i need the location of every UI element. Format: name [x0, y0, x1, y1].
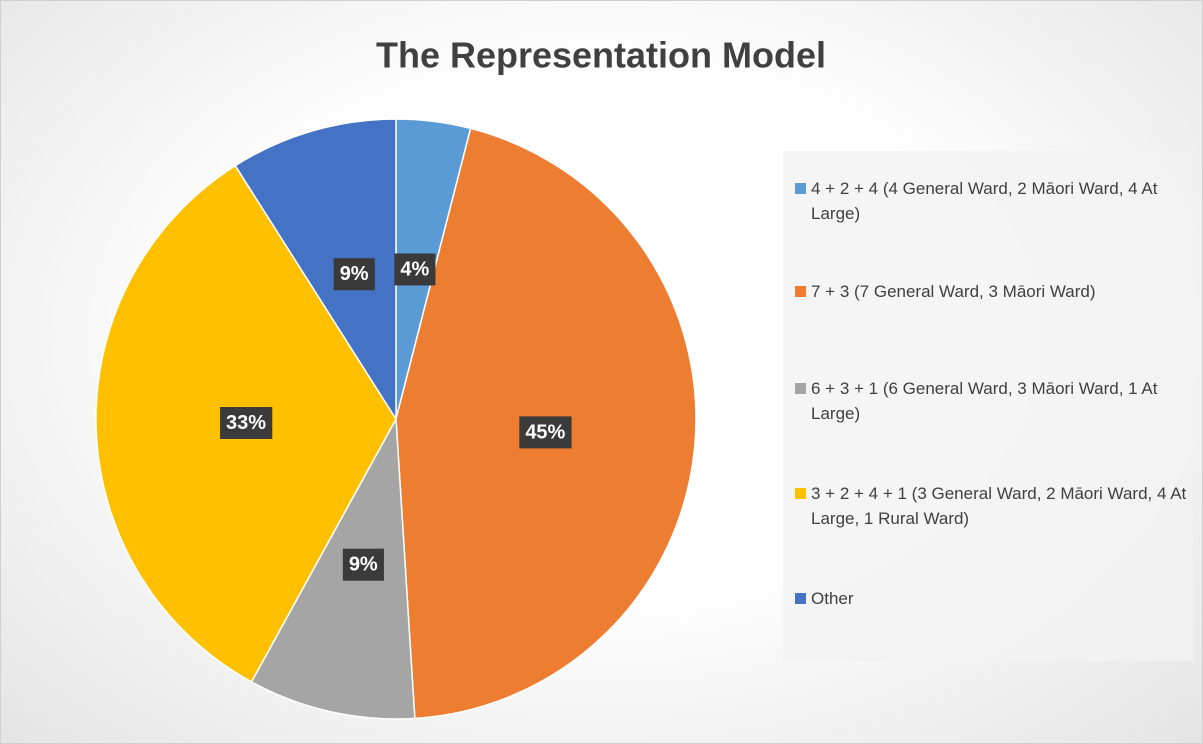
- legend-item: 6 + 3 + 1 (6 General Ward, 3 Māori Ward,…: [795, 376, 1196, 426]
- data-label-box: [220, 406, 273, 439]
- legend-item: 4 + 2 + 4 (4 General Ward, 2 Māori Ward,…: [795, 176, 1196, 226]
- legend-label: 4 + 2 + 4 (4 General Ward, 2 Māori Ward,…: [811, 179, 1158, 223]
- legend-label: 6 + 3 + 1 (6 General Ward, 3 Māori Ward,…: [811, 379, 1158, 423]
- data-label: 33%: [226, 412, 266, 434]
- data-label-box: [519, 416, 572, 449]
- chart-title: The Representation Model: [376, 35, 826, 76]
- legend-item: Other: [795, 586, 1196, 611]
- data-label-box: [333, 258, 375, 291]
- data-label-box: [394, 253, 436, 286]
- legend-item: 7 + 3 (7 General Ward, 3 Māori Ward): [795, 279, 1196, 304]
- pie-slice: [250, 416, 416, 720]
- data-label-box: [342, 548, 384, 581]
- data-label: 9%: [349, 554, 378, 576]
- legend-label: Other: [811, 589, 854, 608]
- data-label: 45%: [525, 421, 565, 443]
- legend-item: 3 + 2 + 4 + 1 (3 General Ward, 2 Māori W…: [795, 481, 1196, 531]
- legend-label: 3 + 2 + 4 + 1 (3 General Ward, 2 Māori W…: [811, 484, 1187, 528]
- legend: 4 + 2 + 4 (4 General Ward, 2 Māori Ward,…: [783, 151, 1193, 661]
- legend-swatch: [795, 286, 806, 297]
- data-label: 9%: [340, 263, 369, 285]
- legend-label: 7 + 3 (7 General Ward, 3 Māori Ward): [811, 282, 1096, 301]
- legend-swatch: [795, 183, 806, 194]
- pie-slice: [234, 118, 397, 422]
- legend-swatch: [795, 488, 806, 499]
- legend-swatch: [795, 593, 806, 604]
- legend-swatch: [795, 383, 806, 394]
- data-label: 4%: [400, 258, 429, 280]
